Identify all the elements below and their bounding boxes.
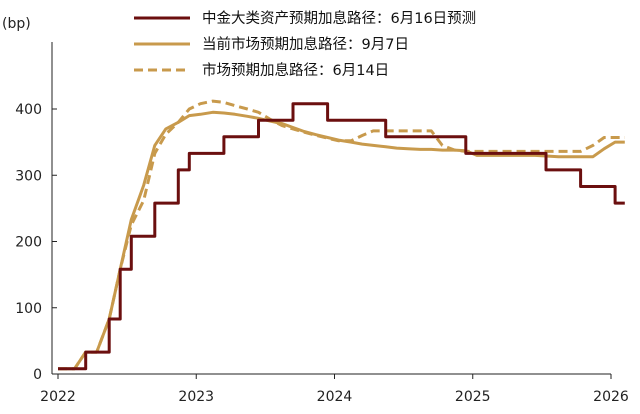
series-line-3 [58, 99, 625, 371]
x-tick-label: 2024 [317, 389, 353, 405]
y-tick-label: 400 [15, 102, 42, 118]
chart-axes: 0 100 200 300 400 2022 2023 2024 2025 2026 [15, 42, 629, 405]
y-axis-unit-label: (bp) [2, 16, 31, 32]
series-layer [58, 99, 625, 371]
y-tick-label: 100 [15, 301, 42, 317]
y-tick-label: 200 [15, 235, 42, 251]
x-tick-label: 2025 [455, 389, 491, 405]
x-tick-label: 2026 [593, 389, 629, 405]
y-tick-label: 300 [15, 168, 42, 184]
x-tick-label: 2022 [40, 389, 76, 405]
series-line-2 [58, 110, 625, 371]
x-tick-label: 2023 [178, 389, 214, 405]
legend-label-2: 当前市场预期加息路径：9月7日 [202, 36, 409, 53]
legend-label-1: 中金大类资产预期加息路径：6月16日预测 [202, 10, 476, 27]
legend-label-3: 市场预期加息路径：6月14日 [202, 62, 389, 79]
y-tick-label: 0 [33, 367, 42, 383]
series-line-1 [58, 102, 625, 371]
chart-legend: 中金大类资产预期加息路径：6月16日预测当前市场预期加息路径：9月7日市场预期加… [134, 10, 476, 79]
